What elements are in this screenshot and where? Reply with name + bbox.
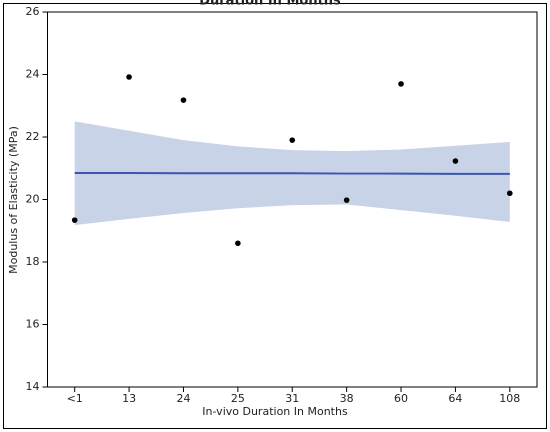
x-tick-label: 13	[122, 392, 136, 405]
y-tick-label: 20	[26, 193, 40, 206]
y-tick-label: 18	[26, 255, 40, 268]
x-tick-label: 64	[448, 392, 462, 405]
point	[398, 81, 404, 87]
point	[235, 240, 241, 247]
x-tick-label: 24	[176, 392, 190, 405]
y-tick-label: 16	[26, 318, 40, 331]
x-axis-label: In-vivo Duration In Months	[202, 405, 348, 418]
x-tick-label: <1	[67, 392, 83, 405]
point	[452, 158, 459, 164]
point	[71, 217, 78, 223]
frame	[3, 3, 547, 429]
point	[126, 74, 132, 80]
chart-title: Duration In Months	[199, 0, 341, 9]
point	[289, 137, 296, 143]
point	[507, 190, 513, 197]
x-tick-label: 31	[285, 392, 299, 405]
x-tick-label: 38	[340, 392, 354, 405]
y-tick-label: 24	[26, 68, 40, 81]
point	[180, 97, 187, 103]
y-tick-label: 22	[26, 130, 40, 143]
x-tick-label: 60	[394, 392, 408, 405]
x-tick-label: 25	[231, 392, 245, 405]
y-tick-label: 14	[26, 380, 40, 393]
fit-line	[74, 171, 510, 175]
x-tick-label: 108	[499, 392, 520, 405]
point	[343, 197, 350, 203]
y-tick-label: 26	[26, 5, 40, 18]
y-axis-label: Modulus of Elasticity (MPa)	[7, 126, 20, 274]
